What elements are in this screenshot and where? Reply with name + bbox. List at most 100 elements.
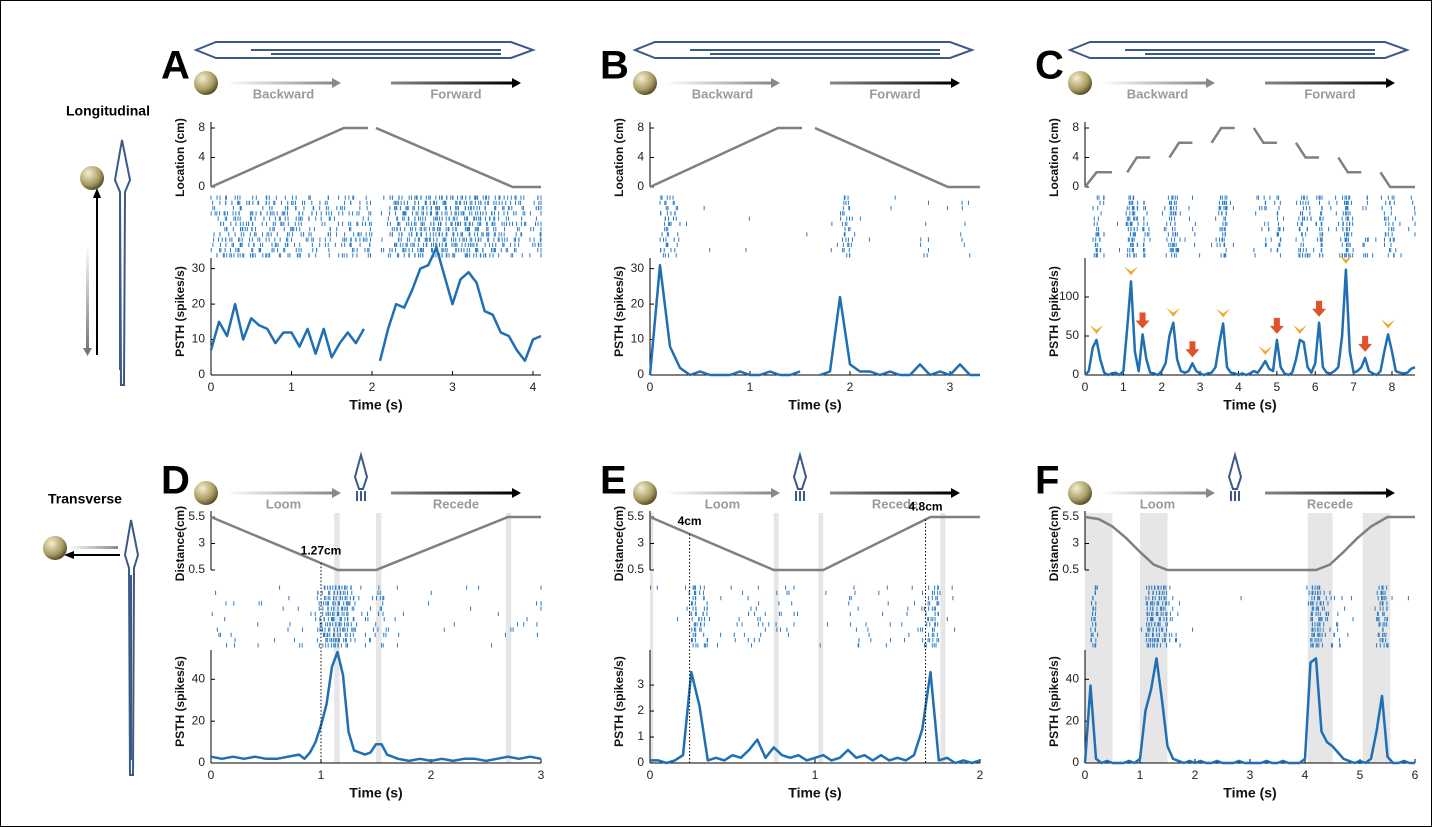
y-tick-label: 8 (198, 120, 205, 134)
y-axis-label: Distance(cm) (612, 506, 626, 581)
peak-marker (1166, 307, 1181, 317)
y-axis-label: PSTH (spikes/s) (173, 656, 187, 747)
x-tick-label: 1 (1137, 768, 1144, 782)
ball-icon (194, 481, 218, 505)
peak-marker (1381, 319, 1396, 329)
x-tick-label: 0 (208, 380, 215, 394)
panel-label: B (600, 44, 629, 88)
y-axis-label: PSTH (spikes/s) (1047, 656, 1061, 747)
x-tick-label: 3 (1197, 380, 1204, 394)
arrow-icon (226, 491, 333, 495)
arrow-icon (830, 81, 952, 85)
y-tick-label: 20 (1066, 713, 1080, 727)
x-tick-label: 1 (288, 380, 295, 394)
x-axis-label: Time (s) (1223, 397, 1276, 413)
x-axis-label: Time (s) (349, 785, 402, 801)
y-tick-label: 8 (1072, 120, 1079, 134)
panel-label: C (1035, 44, 1064, 88)
x-tick-label: 0 (208, 768, 215, 782)
y-tick-label: 10 (192, 332, 206, 346)
ball-icon (1068, 71, 1092, 95)
arrow-icon (1100, 81, 1207, 85)
fish-icon (193, 41, 536, 59)
x-tick-label: 2 (1158, 380, 1165, 394)
stimulus-window (505, 513, 512, 763)
panel-label: E (600, 459, 627, 503)
arrow-icon (1265, 81, 1387, 85)
annotation-label: 1.27cm (301, 543, 342, 557)
y-tick-label: 1 (637, 729, 644, 743)
annotation-label: 4cm (678, 514, 702, 528)
arrow-label: Forward (430, 86, 481, 101)
arrow-label: Backward (692, 86, 753, 101)
stimulus-window (1085, 513, 1113, 763)
y-tick-label: 0 (198, 367, 205, 381)
x-tick-label: 0 (647, 768, 654, 782)
peak-marker (1358, 335, 1373, 352)
arrow-label: Forward (869, 86, 920, 101)
peak-marker (1135, 312, 1150, 329)
y-tick-label: 0.5 (1062, 562, 1079, 576)
peak-marker (1185, 341, 1200, 358)
y-tick-label: 4 (198, 150, 205, 164)
x-tick-label: 2 (977, 768, 984, 782)
arrow-icon (1386, 78, 1395, 88)
y-tick-label: 3 (1072, 536, 1079, 550)
psth-line (650, 670, 981, 765)
y-tick-label: 5.5 (188, 509, 205, 523)
arrow-label: Loom (1140, 496, 1175, 511)
y-tick-label: 0 (637, 755, 644, 769)
y-tick-label: 0 (1072, 179, 1079, 193)
y-axis-label: PSTH (spikes/s) (173, 266, 187, 357)
y-axis-label: Location (cm) (612, 118, 626, 197)
x-tick-label: 3 (449, 380, 456, 394)
panel: C Backward Forward 0 4 8 Location (cm) 0 50 100 0 1… (1035, 41, 1416, 413)
arrow-icon (830, 491, 952, 495)
y-tick-label: 4 (637, 150, 644, 164)
arrow-label: Loom (266, 496, 301, 511)
arrow-icon (1265, 491, 1387, 495)
arrow-icon (512, 488, 521, 498)
stimulus-window (818, 513, 824, 763)
x-tick-label: 0 (1082, 768, 1089, 782)
arrow-icon (1386, 488, 1395, 498)
x-axis-label: Time (s) (788, 785, 841, 801)
y-axis-label: Location (cm) (1047, 118, 1061, 197)
x-tick-label: 1 (812, 768, 819, 782)
location-trace (210, 126, 541, 189)
arrow-icon (391, 491, 513, 495)
psth-line (648, 263, 980, 377)
x-tick-label: 6 (1312, 380, 1319, 394)
location-trace (1084, 515, 1415, 572)
longitudinal-schematic (80, 139, 132, 386)
stimulus-window (940, 513, 946, 763)
y-tick-label: 30 (192, 261, 206, 275)
arrow-label: Forward (1304, 86, 1355, 101)
arrow-icon (771, 488, 780, 498)
arrow-icon (512, 78, 521, 88)
panel-label: D (161, 459, 190, 503)
y-axis-label: PSTH (spikes/s) (612, 656, 626, 747)
arrow-label: Loom (705, 496, 740, 511)
y-tick-label: 20 (192, 296, 206, 310)
stimulus-window (773, 513, 779, 763)
arrow-label: Recede (1307, 496, 1353, 511)
x-tick-label: 4 (1235, 380, 1242, 394)
y-axis-label: Distance(cm) (1047, 506, 1061, 581)
ball-icon (633, 71, 657, 95)
y-tick-label: 4 (1072, 150, 1079, 164)
x-tick-label: 2 (1192, 768, 1199, 782)
y-tick-label: 0 (1072, 755, 1079, 769)
x-tick-label: 1 (318, 768, 325, 782)
x-tick-label: 8 (1389, 380, 1396, 394)
y-tick-label: 10 (631, 332, 645, 346)
peak-marker (1124, 266, 1139, 276)
y-tick-label: 5.5 (1062, 509, 1079, 523)
arrow-icon (1100, 491, 1207, 495)
arrow-label: Backward (253, 86, 314, 101)
arrow-icon (951, 488, 960, 498)
